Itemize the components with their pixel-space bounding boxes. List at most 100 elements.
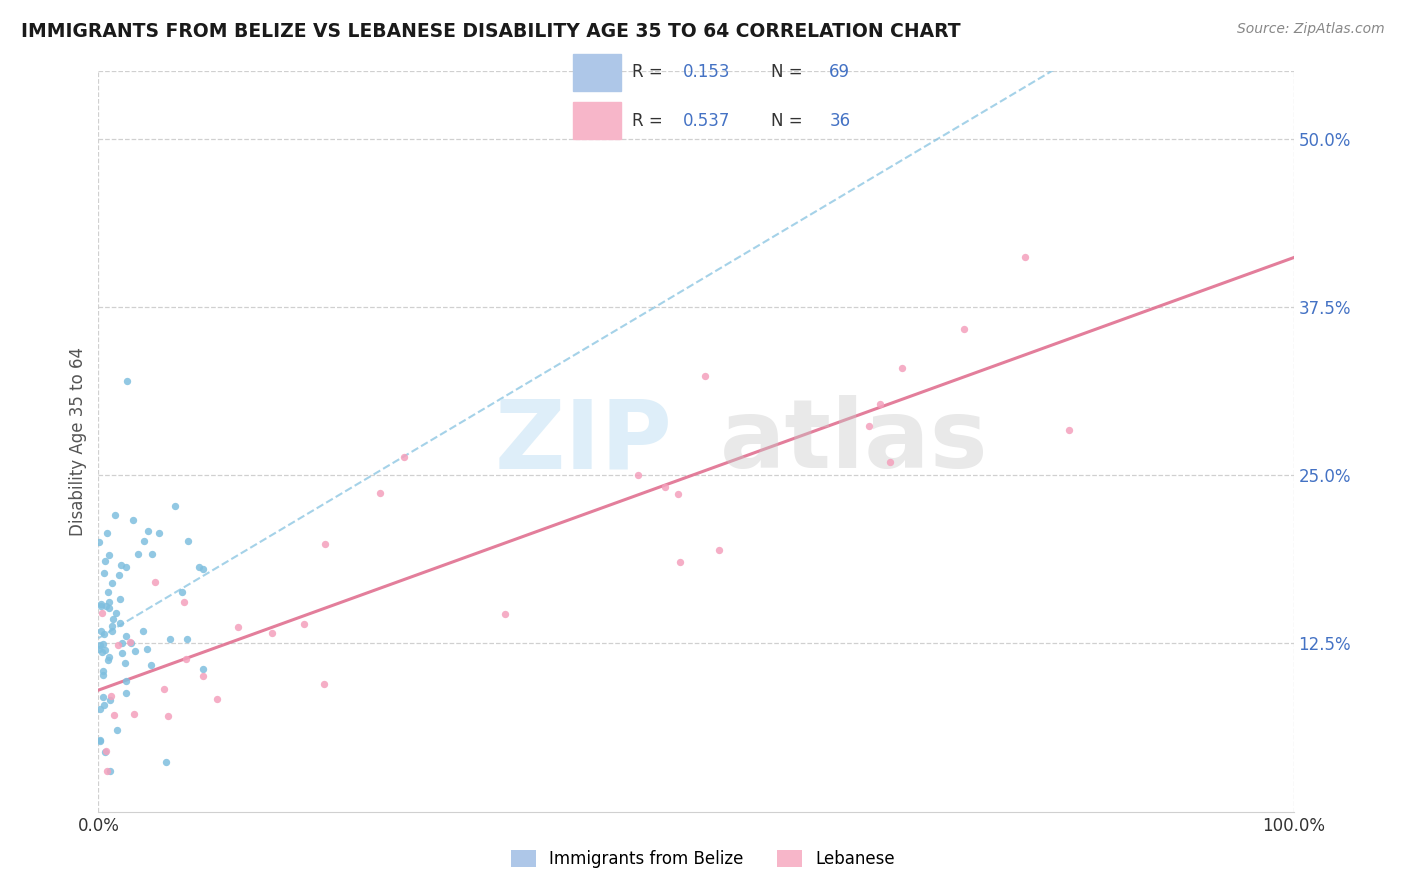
Point [394, 450, 416, 465]
Text: N =: N = [770, 112, 807, 129]
Point [89, 638, 111, 652]
Point [135, 641, 157, 656]
Point [89, 733, 111, 747]
Point [120, 636, 142, 650]
Point [157, 709, 180, 723]
Point [98, 548, 121, 562]
Point [188, 559, 211, 574]
Point [93, 643, 115, 657]
Point [97, 595, 120, 609]
Point [108, 567, 131, 582]
Point [176, 632, 198, 646]
Point [172, 585, 194, 599]
Point [134, 533, 156, 548]
Point [191, 669, 214, 683]
Point [191, 562, 214, 576]
Point [98, 693, 121, 707]
Point [145, 575, 167, 590]
Point [91, 665, 114, 679]
Point [94, 554, 117, 568]
Point [120, 635, 142, 649]
Point [153, 682, 176, 697]
Point [93, 668, 115, 682]
Point [176, 652, 198, 666]
Point [141, 548, 163, 562]
Point [122, 707, 145, 722]
Text: atlas: atlas [720, 395, 988, 488]
Point [110, 591, 132, 606]
Point [94, 599, 117, 614]
Point [114, 656, 136, 670]
Point [101, 624, 124, 638]
Point [111, 646, 134, 660]
Point [121, 512, 143, 526]
Point [93, 566, 115, 581]
Point [90, 607, 112, 621]
Point [97, 585, 120, 599]
Point [173, 595, 195, 609]
Point [163, 500, 186, 514]
Point [104, 606, 127, 620]
Point [139, 658, 162, 673]
Text: 0.153: 0.153 [683, 63, 731, 81]
Point [91, 645, 114, 659]
Point [368, 485, 391, 500]
Point [314, 536, 336, 550]
Point [89, 734, 111, 748]
Point [96, 764, 118, 779]
Text: ZIP: ZIP [494, 395, 672, 488]
Point [89, 702, 111, 716]
Point [90, 597, 112, 611]
Point [695, 369, 717, 384]
Text: N =: N = [770, 63, 807, 81]
Point [93, 627, 115, 641]
Text: R =: R = [631, 112, 668, 129]
Point [654, 480, 676, 494]
FancyBboxPatch shape [574, 102, 621, 139]
Point [858, 419, 880, 434]
Point [494, 607, 516, 622]
Point [953, 322, 976, 336]
Point [159, 632, 181, 646]
Point [114, 560, 136, 574]
Text: 0.537: 0.537 [683, 112, 730, 129]
Point [292, 617, 315, 632]
Text: IMMIGRANTS FROM BELIZE VS LEBANESE DISABILITY AGE 35 TO 64 CORRELATION CHART: IMMIGRANTS FROM BELIZE VS LEBANESE DISAB… [21, 22, 960, 41]
Text: R =: R = [631, 63, 668, 81]
Point [111, 636, 134, 650]
Point [191, 662, 214, 676]
Point [627, 467, 650, 482]
Point [101, 612, 124, 626]
Point [90, 624, 112, 638]
Point [177, 534, 200, 549]
Point [87, 535, 110, 549]
Point [127, 547, 149, 561]
Point [260, 625, 283, 640]
Point [100, 619, 122, 633]
Point [666, 487, 689, 501]
Point [124, 644, 146, 658]
Point [879, 455, 901, 469]
Point [707, 542, 730, 557]
Point [94, 744, 117, 758]
Point [107, 639, 129, 653]
Point [100, 689, 122, 703]
Point [669, 555, 692, 569]
Point [115, 674, 138, 689]
Point [115, 629, 138, 643]
Point [98, 601, 121, 615]
Legend: Immigrants from Belize, Lebanese: Immigrants from Belize, Lebanese [505, 843, 901, 875]
Point [96, 526, 118, 541]
Text: 69: 69 [830, 63, 851, 81]
Y-axis label: Disability Age 35 to 64: Disability Age 35 to 64 [69, 347, 87, 536]
Point [94, 745, 117, 759]
Point [90, 599, 112, 613]
Point [314, 677, 336, 691]
Point [136, 524, 159, 539]
Point [101, 576, 124, 591]
Point [1014, 250, 1036, 264]
Point [114, 686, 136, 700]
Point [148, 526, 170, 541]
Point [155, 756, 177, 770]
FancyBboxPatch shape [574, 54, 621, 91]
